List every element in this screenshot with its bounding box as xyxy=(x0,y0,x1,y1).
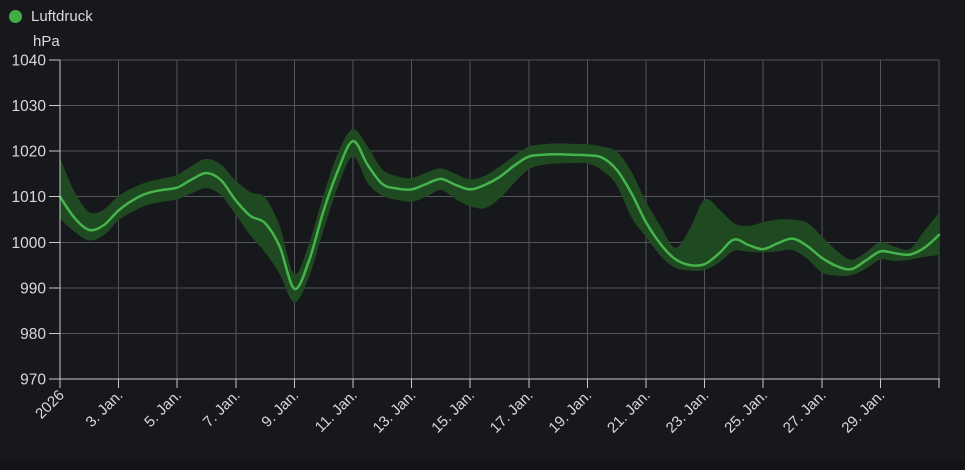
y-axis-unit-label: hPa xyxy=(33,33,60,50)
legend-series-label: Luftdruck xyxy=(31,8,93,25)
y-tick-label-1000: 1000 xyxy=(12,235,47,252)
y-tick-label-990: 990 xyxy=(20,280,46,297)
x-tick-label-day-15: 15. Jan. xyxy=(428,387,478,437)
y-tick-label-970: 970 xyxy=(20,372,46,389)
x-tick-label-day-13: 13. Jan. xyxy=(370,387,420,437)
x-tick-label-day-27: 27. Jan. xyxy=(780,387,830,437)
x-tick-label-day-3: 3. Jan. xyxy=(83,387,127,431)
x-tick-label-day-1: 2026 xyxy=(32,387,68,423)
x-tick-label-day-9: 9. Jan. xyxy=(258,387,302,431)
y-tick-label-1010: 1010 xyxy=(12,189,47,206)
legend-series-dot-icon xyxy=(9,10,22,23)
y-tick-label-1020: 1020 xyxy=(12,144,47,161)
panel-bottom-edge xyxy=(0,461,965,470)
x-tick-label-day-21: 21. Jan. xyxy=(604,387,654,437)
x-tick-label-day-19: 19. Jan. xyxy=(545,387,595,437)
legend[interactable]: Luftdruck xyxy=(9,9,93,24)
x-tick-label-day-25: 25. Jan. xyxy=(721,387,771,437)
x-tick-label-day-17: 17. Jan. xyxy=(487,387,537,437)
y-tick-label-980: 980 xyxy=(20,326,46,343)
x-tick-label-day-23: 23. Jan. xyxy=(663,387,713,437)
x-tick-label-day-7: 7. Jan. xyxy=(200,387,244,431)
y-tick-label-1040: 1040 xyxy=(12,53,47,70)
pressure-minmax-band xyxy=(60,129,939,303)
x-tick-label-day-5: 5. Jan. xyxy=(141,387,185,431)
pressure-mean-line[interactable] xyxy=(58,139,941,291)
x-tick-label-day-11: 11. Jan. xyxy=(312,387,361,436)
y-tick-label-1030: 1030 xyxy=(12,98,47,115)
x-tick-label-day-29: 29. Jan. xyxy=(838,387,888,437)
